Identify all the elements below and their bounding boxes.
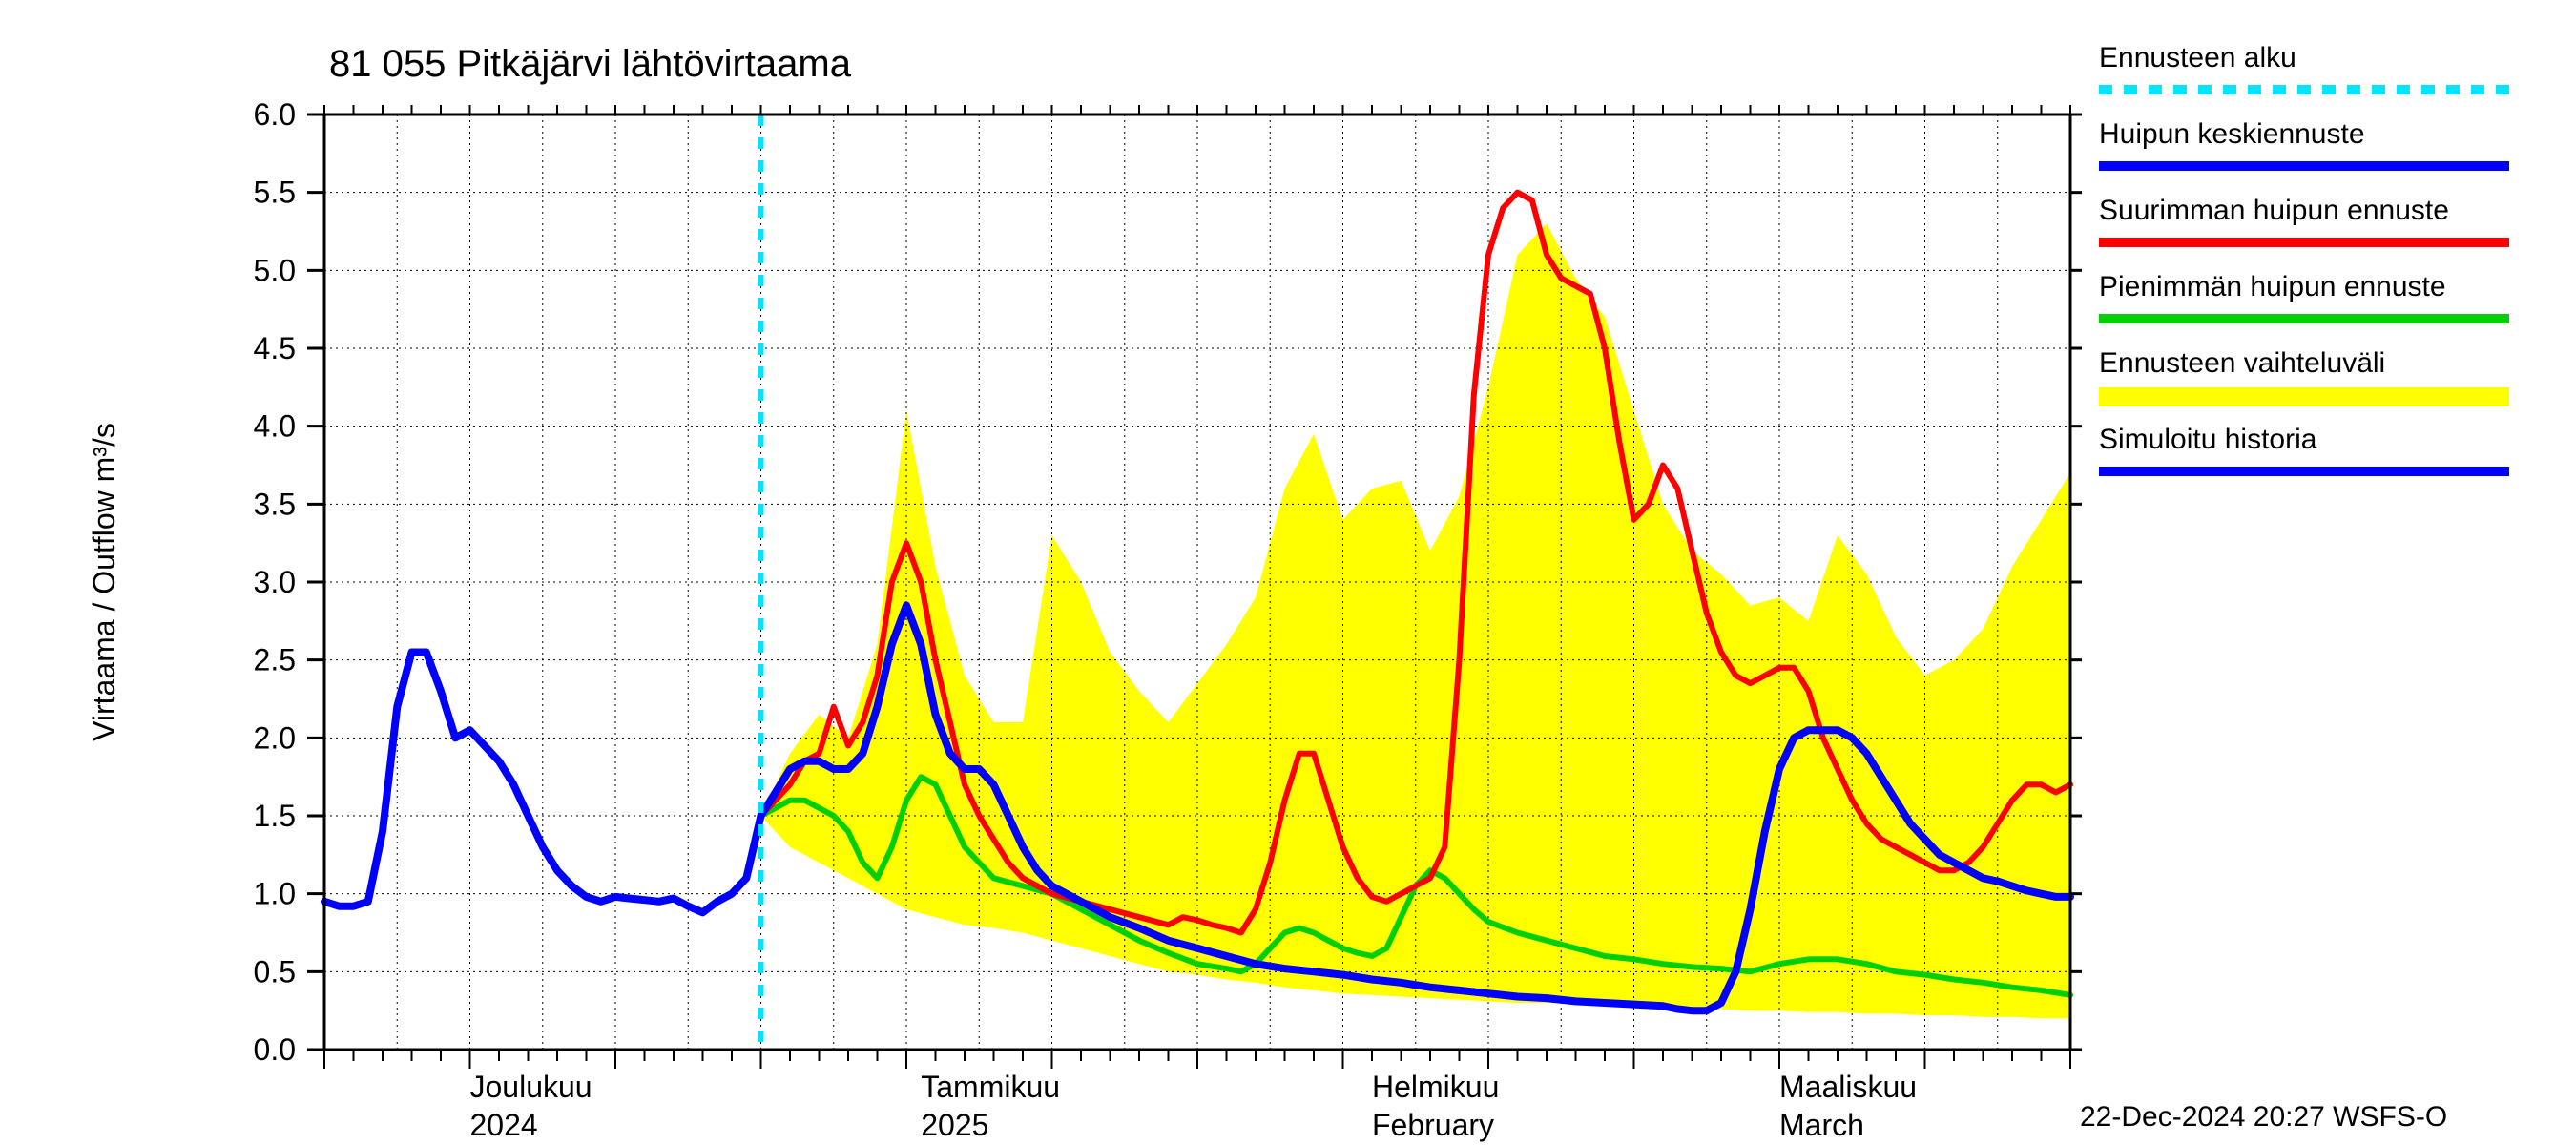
y-tick-label: 4.5: [254, 331, 296, 365]
y-tick-label: 0.5: [254, 954, 296, 989]
y-tick-label: 5.0: [254, 253, 296, 287]
x-month-label: Joulukuu: [470, 1070, 592, 1104]
x-month-sublabel: 2024: [470, 1108, 538, 1142]
legend-label: Suurimman huipun ennuste: [2099, 195, 2449, 226]
y-tick-label: 2.0: [254, 720, 296, 755]
legend-label: Ennusteen vaihteluväli: [2099, 347, 2385, 379]
y-tick-label: 5.5: [254, 176, 296, 210]
chart-svg: 0.0 0.5 1.0 1.5 2.0 2.5 3.0 3.5 4.0 4.5 5.0 5.5 6.0 J…: [0, 0, 2576, 1145]
y-tick-label: 4.0: [254, 409, 296, 444]
y-axis-label: Virtaama / Outflow m³/s: [87, 423, 121, 741]
x-month-label: Helmikuu: [1372, 1070, 1499, 1104]
y-tick-label: 3.5: [254, 487, 296, 521]
footer-timestamp: 22-Dec-2024 20:27 WSFS-O: [2080, 1101, 2447, 1133]
legend-label: Ennusteen alku: [2099, 42, 2296, 73]
legend-label: Pienimmän huipun ennuste: [2099, 271, 2446, 302]
x-month-sublabel: March: [1779, 1108, 1864, 1142]
y-tick-label: 0.0: [254, 1032, 296, 1067]
legend-label: Huipun keskiennuste: [2099, 118, 2365, 150]
y-tick-label: 1.5: [254, 799, 296, 833]
y-tick-label: 3.0: [254, 565, 296, 599]
y-tick-label: 1.0: [254, 877, 296, 911]
x-month-sublabel: 2025: [921, 1108, 988, 1142]
outflow-forecast-chart: 0.0 0.5 1.0 1.5 2.0 2.5 3.0 3.5 4.0 4.5 5.0 5.5 6.0 J…: [0, 0, 2576, 1145]
x-month-sublabel: February: [1372, 1108, 1494, 1142]
y-tick-label: 6.0: [254, 97, 296, 132]
x-month-label: Maaliskuu: [1779, 1070, 1917, 1104]
legend-label: Simuloitu historia: [2099, 424, 2317, 455]
chart-title: 81 055 Pitkäjärvi lähtövirtaama: [329, 43, 852, 85]
x-month-label: Tammikuu: [921, 1070, 1060, 1104]
legend-swatch: [2099, 387, 2509, 406]
y-tick-label: 2.5: [254, 643, 296, 677]
